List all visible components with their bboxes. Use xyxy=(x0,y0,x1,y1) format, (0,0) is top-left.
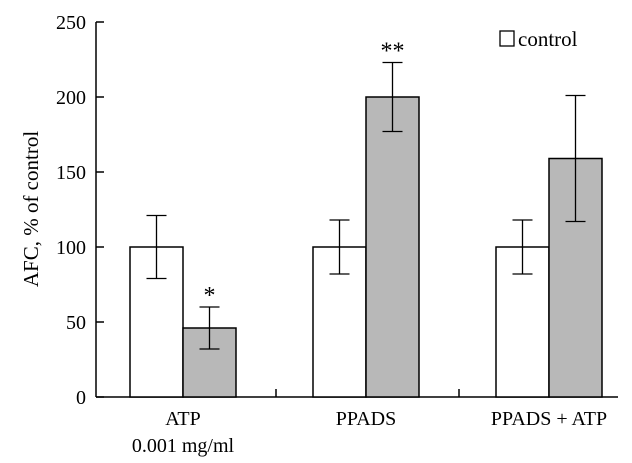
bar xyxy=(129,246,184,398)
x-category-label: ATP xyxy=(165,408,201,430)
y-tick-label: 200 xyxy=(56,87,86,109)
y-axis-title: AFC, % of control xyxy=(19,131,43,287)
y-tick-label: 150 xyxy=(56,162,86,184)
legend-swatch xyxy=(499,30,515,47)
significance-marker: * xyxy=(204,283,216,309)
y-tick-label: 0 xyxy=(76,387,86,409)
x-category-label: PPADS xyxy=(336,408,396,430)
bar xyxy=(365,96,420,398)
y-tick-label: 50 xyxy=(66,312,86,334)
legend-label: control xyxy=(518,27,578,51)
y-tick-label: 250 xyxy=(56,12,86,34)
legend: control xyxy=(499,27,578,51)
y-tick-label: 100 xyxy=(56,237,86,259)
significance-marker: ** xyxy=(381,39,405,65)
bars xyxy=(129,61,603,398)
x-category-label: 0.001 mg/ml xyxy=(132,435,235,457)
x-category-label: PPADS + ATP xyxy=(491,408,607,430)
